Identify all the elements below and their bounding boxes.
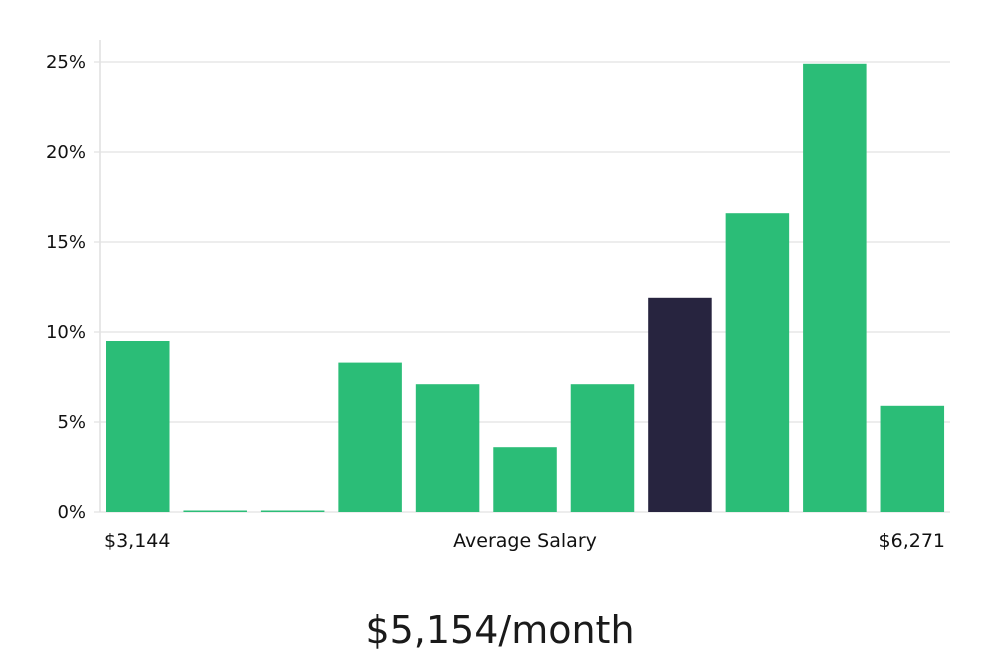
bar [880,405,945,512]
y-tick-label: 5% [57,412,86,433]
y-tick-label: 15% [46,232,86,253]
y-tick-label: 20% [46,142,86,163]
bar-highlighted [648,297,712,512]
bar [338,362,402,512]
salary-histogram: 0% 5% 10% 15% 20% 25% $3,144 Average Salary $… [46,40,950,552]
average-salary-value: $5,154/month [365,608,635,652]
bar [803,63,867,513]
x-max-label: $6,271 [879,530,945,552]
y-tick-label: 25% [46,52,86,73]
bar [725,213,790,512]
bar [260,510,325,512]
bar [570,384,635,512]
bars [106,63,945,513]
bar [106,341,170,512]
y-tick-label: 10% [46,322,86,343]
y-axis-ticks: 0% 5% 10% 15% 20% 25% [46,52,86,523]
bar [493,447,557,512]
x-min-label: $3,144 [104,530,170,552]
x-axis-title: Average Salary [453,530,597,552]
bar [183,510,247,512]
y-tick-label: 0% [57,502,86,523]
bar [415,384,480,512]
